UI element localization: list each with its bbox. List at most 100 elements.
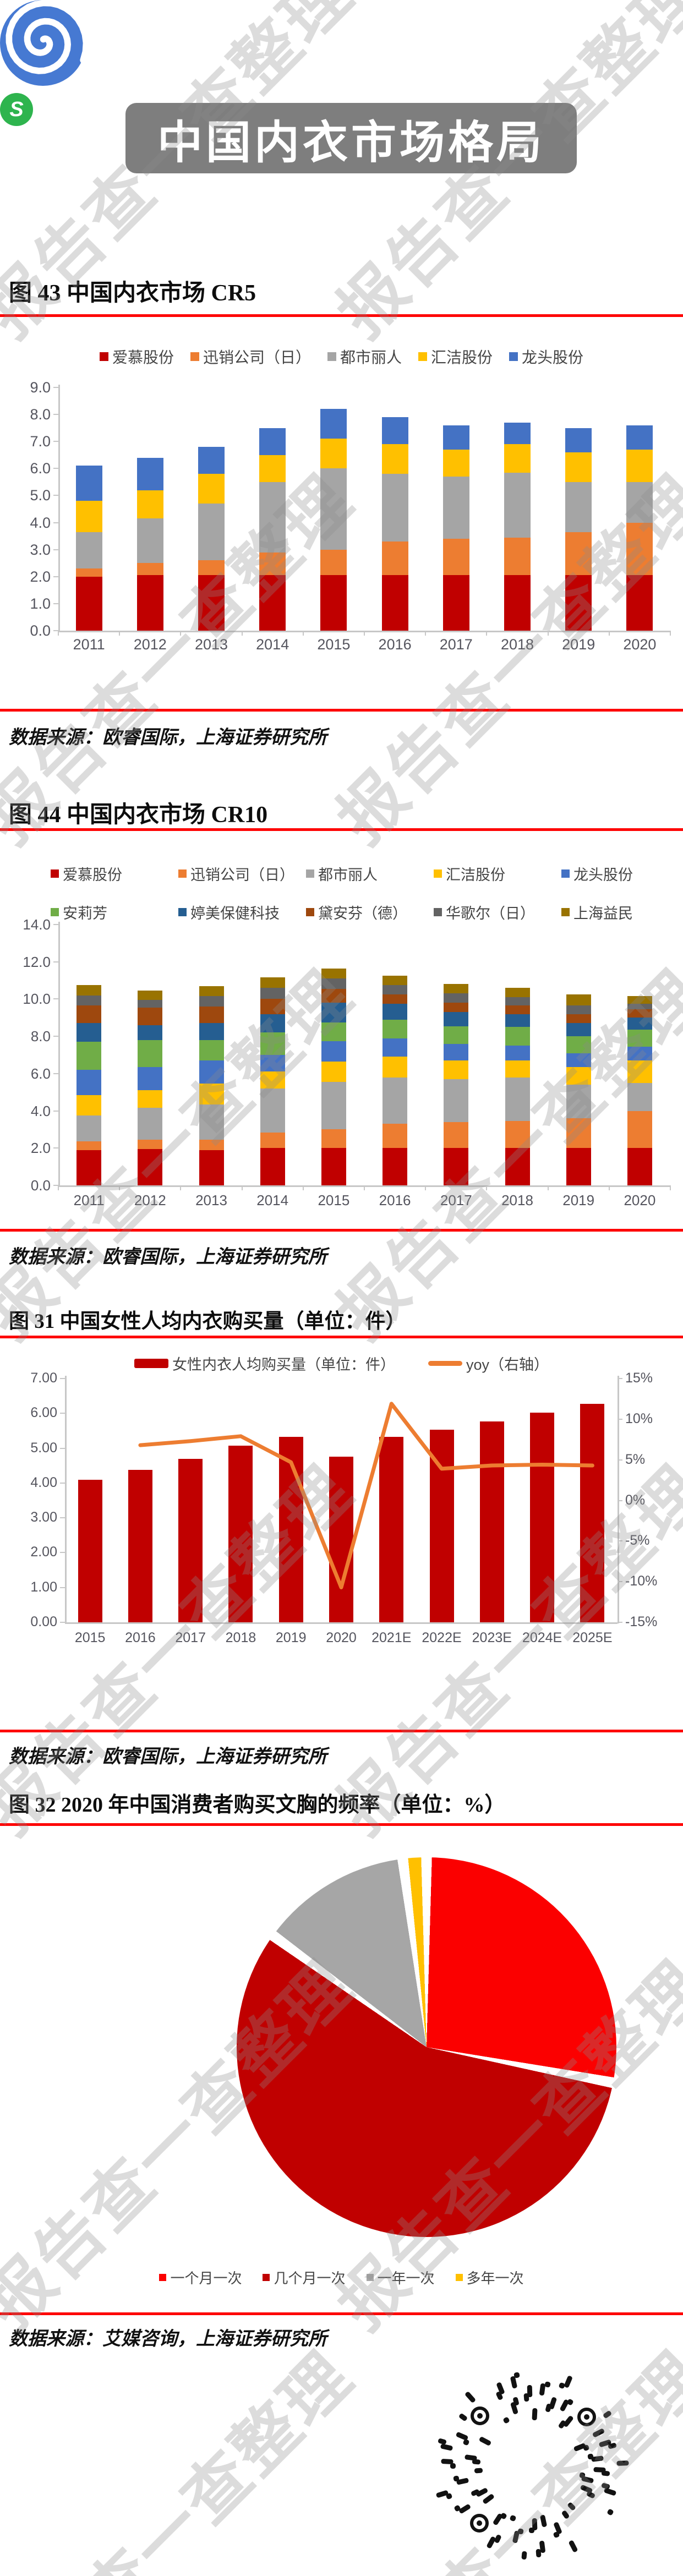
legend-item: 迅销公司（日） <box>190 346 311 368</box>
bar-segment <box>260 1132 285 1148</box>
legend-item-line-series: yoy（右轴） <box>428 1353 549 1374</box>
legend-label: 爱慕股份 <box>112 349 174 366</box>
x-axis-tick <box>180 631 182 636</box>
bar-segment <box>77 1042 102 1070</box>
bar-segment <box>381 444 408 474</box>
qr-dot <box>566 2398 575 2406</box>
bar-segment <box>566 1118 591 1148</box>
legend-label: 女性内衣人均购买量（单位：件） <box>172 1357 395 1373</box>
qr-dash <box>474 2468 483 2474</box>
bar-segment <box>505 1121 530 1148</box>
x-axis-tick <box>302 631 304 636</box>
right-axis-tick-label: -10% <box>625 1573 658 1589</box>
x-axis-tick-label: 2014 <box>256 636 289 653</box>
y-axis-tick <box>53 1185 58 1186</box>
bar-segment <box>383 1124 408 1148</box>
legend-swatch <box>561 908 570 916</box>
y-axis-tick <box>53 603 58 604</box>
bar-segment <box>198 575 225 631</box>
left-axis-tick-label: 7.00 <box>30 1370 57 1386</box>
bar-segment <box>627 1148 652 1185</box>
y-axis-tick <box>53 441 58 442</box>
qr-dash <box>539 2540 546 2553</box>
qr-dash <box>458 2503 471 2514</box>
bar-segment <box>199 1040 224 1061</box>
x-axis-tick-label: 2020 <box>623 636 657 653</box>
watermark-text: 报告查一查整理 <box>0 956 367 1352</box>
bar-segment <box>259 428 286 455</box>
spiral-logo-icon <box>6 0 90 74</box>
x-axis-tick-label: 2020 <box>326 1630 357 1645</box>
x-axis-tick-label: 2017 <box>439 636 473 653</box>
bar-segment <box>320 409 347 439</box>
legend-label: 爱慕股份 <box>63 867 122 883</box>
bar <box>178 1458 203 1622</box>
qr-dash <box>553 2521 562 2535</box>
x-axis-tick <box>241 1185 243 1190</box>
bar-segment <box>444 1012 469 1026</box>
bar-segment <box>136 490 163 519</box>
legend-label: 黛安芬（德） <box>318 905 407 922</box>
bar-segment <box>566 1023 591 1037</box>
watermark-text: 报告查一查整理 <box>324 956 683 1352</box>
x-axis-tick-label: 2020 <box>624 1192 656 1208</box>
bar-segment <box>75 568 102 577</box>
qr-dot <box>450 2463 456 2469</box>
x-axis-tick <box>486 1185 488 1190</box>
pie-legend-item: 多年一次 <box>455 2267 524 2288</box>
qr-dash <box>478 2436 492 2447</box>
x-axis-tick <box>486 631 488 636</box>
bar <box>278 1437 303 1622</box>
bar-segment <box>138 1007 163 1025</box>
qr-dash <box>536 2548 542 2558</box>
pie-legend-swatch <box>455 2274 463 2281</box>
left-axis-tick-label: 5.00 <box>30 1440 57 1456</box>
bar-segment <box>198 474 225 504</box>
qr-center-logo <box>0 0 90 86</box>
bar-segment <box>321 1022 346 1041</box>
x-axis-tick <box>119 631 121 636</box>
legend-label: 迅销公司（日） <box>203 349 311 366</box>
right-axis-tick <box>618 1459 622 1461</box>
y-axis-tick-label: 10.0 <box>23 991 51 1008</box>
legend-label: 安莉芳 <box>63 905 107 922</box>
bar-segment <box>565 532 592 576</box>
x-axis-tick-label: 2025E <box>572 1630 613 1645</box>
y-axis-tick-label: 1.0 <box>30 595 51 612</box>
qr-dash <box>440 2443 453 2451</box>
y-axis-tick <box>53 630 58 631</box>
bar-segment <box>198 560 225 576</box>
legend-swatch <box>561 869 570 878</box>
y-axis-tick-label: 4.0 <box>30 514 51 531</box>
legend-item: 迅销公司（日） <box>178 863 294 884</box>
bar-segment <box>198 504 225 561</box>
x-axis-line <box>65 1622 618 1624</box>
bar-segment <box>566 1053 591 1067</box>
qr-dot <box>528 2527 534 2534</box>
bar-segment <box>199 1060 224 1084</box>
bar-segment <box>199 1084 224 1104</box>
magnifier-handle-icon <box>0 83 12 96</box>
legend-item: 黛安芬（德） <box>306 901 407 923</box>
bar-segment <box>444 984 469 994</box>
watermark-text: 报告查一查整理 <box>324 461 683 857</box>
qr-dash <box>532 2408 538 2421</box>
bar-segment <box>260 1088 285 1133</box>
qr-dash <box>603 2487 617 2496</box>
bar-segment <box>136 518 163 564</box>
legend-label: 汇洁股份 <box>431 349 493 366</box>
bar-segment <box>77 1150 102 1185</box>
x-axis-tick <box>608 631 610 636</box>
x-axis-tick <box>364 1185 365 1190</box>
watermark-text: 报告查一查整理 <box>324 0 683 351</box>
qr-dash <box>437 2437 447 2445</box>
right-axis-tick-label: 15% <box>625 1370 653 1386</box>
bar-segment <box>383 1038 408 1057</box>
bar-segment <box>504 537 531 576</box>
qr-dot <box>558 2382 565 2389</box>
y-axis-tick <box>53 414 58 415</box>
pie-legend-item: 一个月一次 <box>159 2267 242 2288</box>
y-axis-tick <box>53 961 58 962</box>
x-axis-tick-label: 2015 <box>74 1630 106 1645</box>
qr-dot <box>502 2416 510 2425</box>
